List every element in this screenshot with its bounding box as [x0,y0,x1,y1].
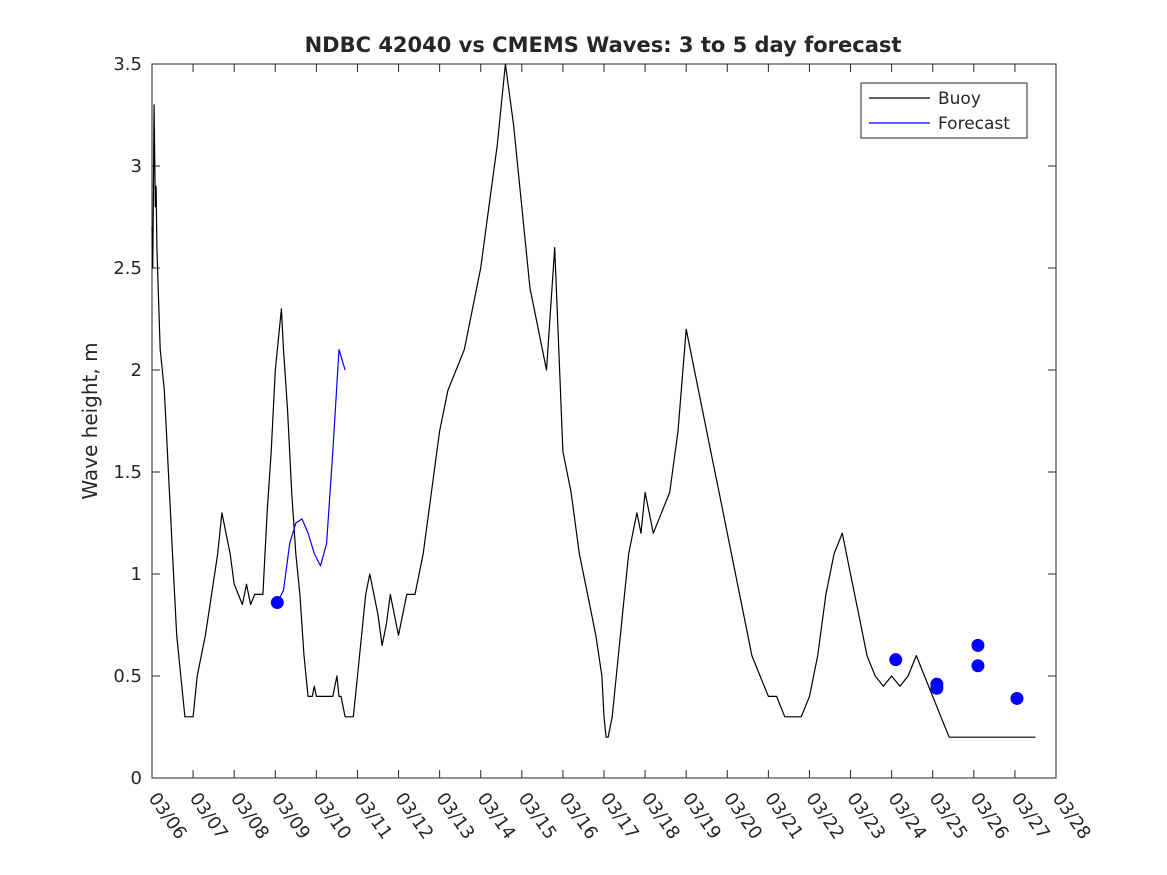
x-tick-label: 03/19 [678,789,725,844]
x-tick-label: 03/16 [555,789,602,844]
x-tick-label: 03/17 [596,789,643,844]
x-tick-label: 03/23 [842,789,889,844]
y-tick-label: 3.5 [113,54,142,75]
y-ticks: 0 0.5 1 1.5 2 2.5 3 3.5 [113,54,1056,789]
x-tick-label: 03/08 [226,789,273,844]
y-tick-label: 3 [131,156,142,177]
forecast-start-marker [889,653,903,667]
x-tick-label: 03/12 [390,789,437,844]
series-layer [151,63,1036,738]
forecast-start-marker [930,681,944,695]
forecast-start-marker [1010,691,1024,705]
forecast-start-marker [270,596,284,610]
x-tick-label: 03/10 [308,789,355,844]
x-ticks: 03/0603/0703/0803/0903/1003/1103/1203/13… [144,64,1095,843]
y-tick-label: 1 [131,564,142,585]
marker-layer [270,596,1024,705]
x-tick-label: 03/21 [760,789,807,844]
legend-box [860,82,1028,139]
forecast-start-marker [971,638,985,652]
legend-buoy-label: Buoy [938,89,981,109]
x-tick-label: 03/28 [1048,789,1095,844]
y-tick-label: 2.5 [113,258,142,279]
forecast-start-marker [971,659,985,673]
x-tick-label: 03/27 [1007,789,1054,844]
series-line-buoy [151,63,1036,738]
x-tick-label: 03/25 [925,789,972,844]
legend: Buoy Forecast [860,82,1028,139]
series-line-forecast [276,349,346,603]
chart-title: NDBC 42040 vs CMEMS Waves: 3 to 5 day fo… [305,33,902,57]
x-tick-label: 03/26 [966,789,1013,844]
x-tick-label: 03/11 [349,789,396,844]
y-tick-label: 2 [131,360,142,381]
y-tick-label: 1.5 [113,462,142,483]
x-tick-label: 03/15 [514,789,561,844]
x-tick-label: 03/24 [884,789,931,844]
y-axis-label: Wave height, m [78,342,102,499]
x-tick-label: 03/20 [719,789,766,844]
x-tick-label: 03/09 [267,789,314,844]
y-tick-label: 0.5 [113,666,142,687]
y-tick-label: 0 [131,768,142,789]
legend-forecast-label: Forecast [938,114,1010,134]
x-tick-label: 03/07 [185,789,232,844]
x-tick-label: 03/14 [473,789,520,844]
x-tick-label: 03/13 [432,789,479,844]
x-tick-label: 03/18 [637,789,684,844]
x-tick-label: 03/22 [801,789,848,844]
x-tick-label: 03/06 [144,789,191,844]
